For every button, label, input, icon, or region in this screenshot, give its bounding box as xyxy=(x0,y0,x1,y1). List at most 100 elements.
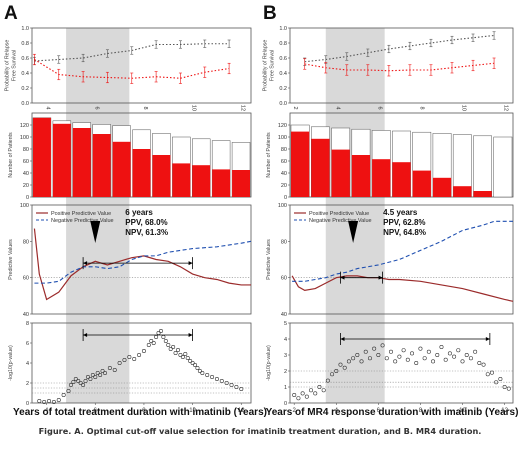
pred-frame xyxy=(31,204,252,315)
top-ytick-label: 0.8 xyxy=(279,41,287,47)
pval-point xyxy=(151,340,156,345)
xtick-label: 10 xyxy=(459,408,466,414)
bars-ytick-label: 80 xyxy=(23,147,29,153)
pval-point xyxy=(95,370,100,375)
rfs-red-series xyxy=(304,62,495,72)
xtick-label: 4 xyxy=(45,408,49,414)
pval-point xyxy=(342,365,347,370)
pval-point xyxy=(112,367,117,372)
pval-ytick-label: 1 xyxy=(284,385,287,391)
top-ytick-label: 1.0 xyxy=(279,26,287,32)
top-ytick-label: 0.8 xyxy=(21,41,29,47)
bars-ytick-label: 60 xyxy=(281,159,287,165)
pval-point xyxy=(185,355,190,360)
pval-point xyxy=(224,380,229,385)
pred-frame xyxy=(289,204,514,315)
ppv-line xyxy=(33,228,251,301)
pval-point xyxy=(137,352,142,357)
pval-point xyxy=(300,391,305,396)
pval-point xyxy=(100,368,105,373)
pval-point xyxy=(141,348,146,353)
pval-ytick-label: 3 xyxy=(284,353,287,359)
pval-point xyxy=(61,392,66,397)
pred-ytick-label: 100 xyxy=(278,203,287,209)
panel-b-letter: B xyxy=(263,3,277,24)
pval-point xyxy=(210,374,215,379)
pval-ylabel: -log10(p-value) xyxy=(8,345,14,381)
pval-point xyxy=(494,380,499,385)
pval-point xyxy=(149,338,154,343)
pval-point xyxy=(47,398,52,403)
pval-point xyxy=(443,357,448,362)
bar-red xyxy=(52,123,71,197)
pred-ylabel: Predictive Values xyxy=(266,239,272,280)
figure-caption: Figure. A. Optimal cut-off value selecti… xyxy=(38,426,482,436)
pval-point xyxy=(195,365,200,370)
legend-ppv-label: Positive Predictive Value xyxy=(309,211,369,217)
bar-total xyxy=(473,135,492,198)
pval-ytick-label: 8 xyxy=(26,321,29,327)
pval-point xyxy=(73,376,78,381)
shaded-interval xyxy=(325,28,385,403)
pval-point xyxy=(372,346,377,351)
pval-point xyxy=(66,388,71,393)
pval-point xyxy=(154,334,159,339)
pval-point xyxy=(431,359,436,364)
bar-total xyxy=(493,136,513,198)
pval-point xyxy=(380,343,385,348)
annotation-ppv: PPV, 68.0% xyxy=(125,218,167,227)
bar-red xyxy=(392,162,411,197)
top-ytick-label: 1.0 xyxy=(21,26,29,32)
top-ylabel: Free Survival xyxy=(12,50,18,81)
optimal-cutoff-marker xyxy=(90,221,101,243)
pval-point xyxy=(346,359,351,364)
bars-ytick-label: 60 xyxy=(23,159,29,165)
pval-point xyxy=(388,349,393,354)
pval-point xyxy=(447,351,452,356)
pval-point xyxy=(334,368,339,373)
pval-point xyxy=(37,398,42,403)
pval-point xyxy=(229,382,234,387)
bars-ytick-label: 100 xyxy=(278,135,287,141)
pval-point xyxy=(410,351,415,356)
legend-ppv-label: Positive Predictive Value xyxy=(51,211,111,217)
pval-point xyxy=(317,384,322,389)
bar-red xyxy=(112,141,131,197)
bars-ylabel: Number of Patients xyxy=(266,132,272,178)
pval-point xyxy=(103,370,108,375)
pval-point xyxy=(132,356,137,361)
pval-ytick-label: 5 xyxy=(284,321,287,327)
pval-point xyxy=(168,346,173,351)
pval-ytick-label: 2 xyxy=(284,369,287,375)
bar-red xyxy=(172,163,191,197)
top-ylabel: Probability of Relapse xyxy=(5,40,11,92)
panel-b-xlabel: Years of MR4 response duration with imat… xyxy=(266,407,519,418)
bars-ytick-label: 40 xyxy=(23,171,29,177)
pval-point xyxy=(397,354,402,359)
pval-point xyxy=(183,351,188,356)
pval-point xyxy=(405,357,410,362)
pval-point xyxy=(309,388,314,393)
pred-ytick-label: 100 xyxy=(20,203,29,209)
top-ylabel: Probability of Relapse xyxy=(263,40,269,92)
xtick-label: 10 xyxy=(189,408,196,414)
pred-range-arrowhead xyxy=(340,275,345,280)
pval-ytick-label: 6 xyxy=(26,341,29,347)
pval-point xyxy=(88,376,93,381)
pval-point xyxy=(197,368,202,373)
pval-range-arrowhead xyxy=(83,333,88,337)
pval-point xyxy=(473,349,478,354)
pval-point xyxy=(173,350,178,355)
pval-ylabel: -log10(p-value) xyxy=(266,345,272,381)
pval-point xyxy=(481,362,486,367)
pval-point xyxy=(376,352,381,357)
pval-point xyxy=(296,396,301,401)
pval-point xyxy=(351,356,356,361)
pval-point xyxy=(98,372,103,377)
xtick-label: 2 xyxy=(293,408,297,414)
annotation-title: 4.5 years xyxy=(383,208,418,217)
pred-ytick-label: 60 xyxy=(23,276,29,282)
top-xtick-label: 6 xyxy=(93,106,99,109)
bars-ytick-label: 20 xyxy=(281,183,287,189)
